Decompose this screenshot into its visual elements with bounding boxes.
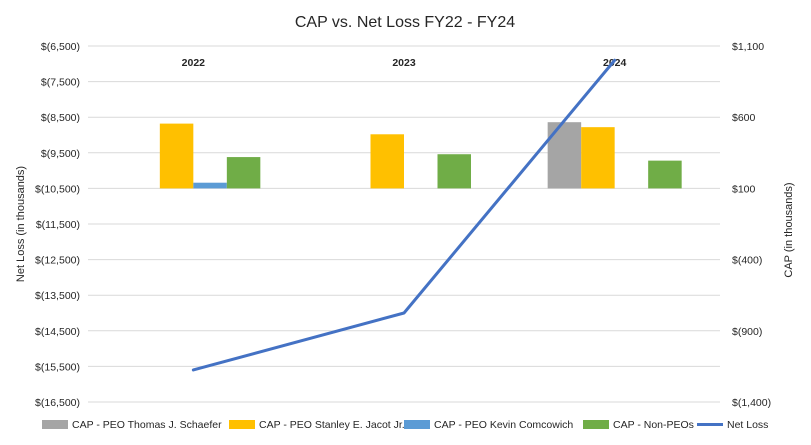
chart-title: CAP vs. Net Loss FY22 - FY24 <box>295 14 515 31</box>
legend-swatch <box>42 420 68 429</box>
bar <box>159 123 194 189</box>
left-axis-ticks: $(6,500) $(7,500) $(8,500) $(9,500) $(10,500… <box>35 41 80 409</box>
bar <box>648 160 682 189</box>
right-axis-tick-label: $(400) <box>732 255 762 267</box>
legend-label: CAP - PEO Thomas J. Schaefer <box>72 419 222 431</box>
bar <box>437 154 471 189</box>
right-axis-tick-label: $1,100 <box>732 41 764 53</box>
bar <box>193 182 227 189</box>
left-axis-label: Net Loss (in thousands) <box>15 166 27 282</box>
gridlines <box>88 45 720 403</box>
left-axis-tick-label: $(8,500) <box>41 112 80 124</box>
left-axis-tick-label: $(9,500) <box>41 148 80 160</box>
bar <box>226 157 261 189</box>
legend: CAP - PEO Thomas J. Schaefer CAP - PEO St… <box>42 419 768 431</box>
category-label: 2022 <box>182 57 206 69</box>
right-axis-tick-label: $(900) <box>732 326 762 338</box>
legend-swatch <box>229 420 255 429</box>
category-labels: 2022 2023 2024 <box>182 57 627 69</box>
legend-label: Net Loss <box>727 419 768 431</box>
right-axis-tick-label: $100 <box>732 183 756 195</box>
legend-label: CAP - PEO Stanley E. Jacot Jr. <box>259 419 405 431</box>
bar <box>370 134 404 189</box>
left-axis-tick-label: $(14,500) <box>35 326 80 338</box>
bar <box>547 122 582 189</box>
net-loss-line-group <box>191 58 617 372</box>
legend-swatch <box>583 420 609 429</box>
category-label: 2023 <box>392 57 416 69</box>
left-axis-tick-label: $(13,500) <box>35 290 80 302</box>
left-axis-tick-label: $(16,500) <box>35 397 80 409</box>
legend-label: CAP - PEO Kevin Comcowich <box>434 419 573 431</box>
left-axis-tick-label: $(7,500) <box>41 77 80 89</box>
legend-swatch <box>404 420 430 429</box>
net-loss-line <box>191 58 617 372</box>
left-axis-tick-label: $(10,500) <box>35 183 80 195</box>
left-axis-tick-label: $(6,500) <box>41 41 80 53</box>
right-axis-tick-label: $600 <box>732 112 756 124</box>
right-axis-ticks: $1,100 $600 $100 $(400) $(900) $(1,400) <box>732 41 771 409</box>
right-axis-tick-label: $(1,400) <box>732 397 771 409</box>
legend-label: CAP - Non-PEOs <box>613 419 694 431</box>
left-axis-tick-label: $(11,500) <box>36 219 80 231</box>
left-axis-tick-label: $(15,500) <box>35 361 80 373</box>
bars <box>159 122 682 189</box>
left-axis-tick-label: $(12,500) <box>35 255 80 267</box>
right-axis-label: CAP (in thousands) <box>783 182 795 277</box>
bar <box>581 127 615 189</box>
